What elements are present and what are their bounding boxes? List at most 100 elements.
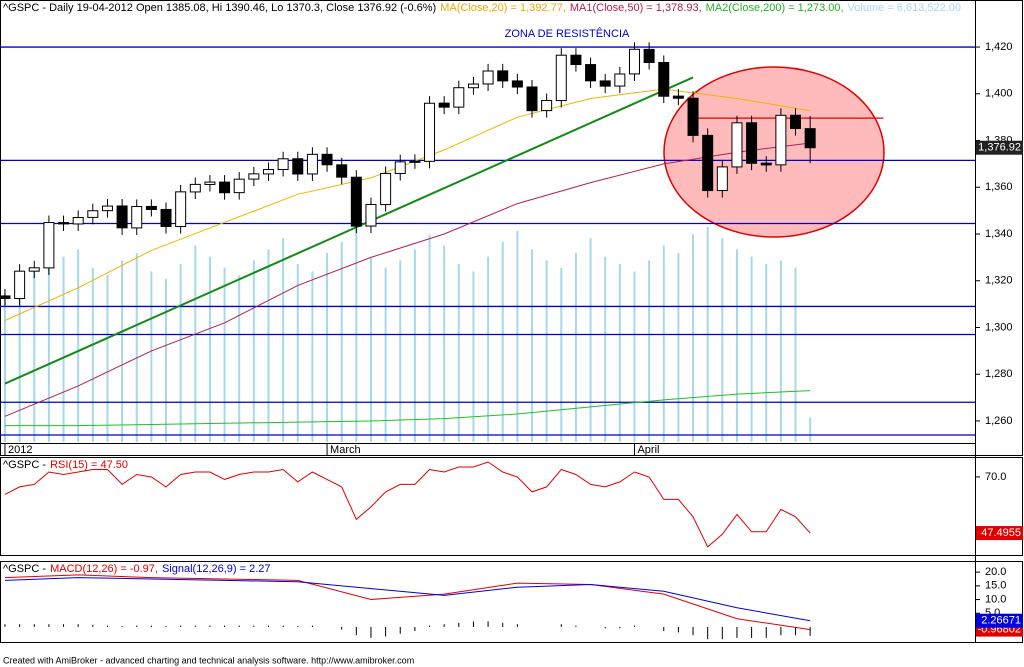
candle-body — [292, 158, 304, 175]
pane-header: ^GSPC - MACD(12,26) = -0.97, Signal(12,26,… — [3, 563, 271, 575]
series-line — [4, 461, 811, 548]
candle-body — [131, 205, 143, 229]
candle-body — [731, 122, 743, 168]
candle-body — [58, 222, 70, 225]
candle-body — [643, 48, 655, 64]
candle-body — [72, 217, 84, 225]
series-line — [4, 76, 694, 385]
y-tick-label: 1,400 — [985, 88, 1013, 100]
candle-body — [321, 153, 333, 166]
candle-body — [746, 122, 758, 164]
value-label: 47.4955 — [981, 527, 1021, 539]
candle-body — [702, 134, 714, 192]
header-part: MA2(Close,200) = 1,273.00, — [706, 2, 844, 14]
rsi-pane — [0, 457, 1023, 556]
candle-body — [365, 203, 377, 227]
candle-body — [0, 295, 11, 299]
candle-body — [585, 64, 597, 82]
candle-body — [541, 100, 553, 112]
footer: Created with AmiBroker - advanced charti… — [3, 655, 414, 665]
series-line — [4, 577, 811, 622]
candle-body — [87, 210, 99, 218]
candle-body — [409, 160, 421, 163]
header-part: MA(Close,20) = 1,392.77, — [440, 2, 566, 14]
candle-body — [628, 48, 640, 75]
value-label-box — [976, 526, 1023, 541]
candle-body — [43, 222, 55, 269]
candle-body — [526, 86, 538, 112]
candle-body — [775, 114, 787, 166]
candle-body — [233, 178, 245, 194]
candle-body — [101, 205, 113, 212]
candle-body — [716, 166, 728, 192]
candle-body — [467, 83, 479, 89]
candle-body — [350, 176, 362, 227]
series-line — [4, 142, 811, 417]
y-tick-label: 1,340 — [985, 228, 1013, 240]
y-tick-label: 1,300 — [985, 321, 1013, 333]
candle-body — [453, 87, 465, 108]
y-tick-label: 1,360 — [985, 181, 1013, 193]
value-label-box — [976, 613, 1023, 628]
candle-body — [160, 208, 172, 227]
pane-header: ^GSPC - RSI(15) = 47.50 — [3, 459, 128, 471]
candle-body — [262, 169, 274, 175]
candle-body — [482, 70, 494, 85]
candle-body — [248, 173, 260, 180]
macd-pane — [0, 561, 1023, 643]
series-line — [5, 390, 811, 427]
candle-body — [672, 95, 684, 99]
candle-body — [790, 114, 802, 130]
candle-body — [804, 128, 816, 149]
candle-body — [204, 181, 216, 185]
candle-body — [438, 102, 450, 108]
candle-body — [424, 102, 436, 162]
header-part: Signal(12,26,9) = 2.27 — [162, 563, 271, 575]
header-part: ^GSPC - Daily 19-04-2012 Open 1385.08, H… — [3, 2, 436, 14]
candle-body — [380, 172, 392, 206]
candle-body — [760, 162, 772, 166]
y-tick-label: 1,260 — [985, 415, 1013, 427]
header-part: ^GSPC - — [3, 563, 46, 575]
x-tick-label: March — [330, 444, 361, 456]
candle-body — [277, 158, 289, 171]
header-part: MACD(12,26) = -0.97, — [50, 563, 158, 575]
annotation: ZONA DE RESISTÊNCIA — [505, 27, 630, 40]
main-pane — [0, 0, 1023, 456]
candle-body — [687, 97, 699, 136]
candle-body — [614, 73, 626, 87]
candle-body — [116, 205, 128, 229]
header-part: ^GSPC - — [3, 459, 46, 471]
value-label: 2.26671 — [981, 615, 1021, 627]
y-tick-label: 10.0 — [985, 593, 1006, 605]
resistance-ellipse — [663, 66, 885, 238]
y-tick-label: 20.0 — [985, 566, 1006, 578]
close-label: 1,376.92 — [978, 142, 1021, 154]
candle-body — [658, 61, 670, 97]
candle-body — [599, 80, 611, 87]
candle-body — [336, 164, 348, 178]
pane-header: ^GSPC - Daily 19-04-2012 Open 1385.08, H… — [3, 2, 961, 14]
y-tick-label: 1,280 — [985, 368, 1013, 380]
close-label-box — [976, 140, 1023, 155]
candle-body — [145, 205, 157, 210]
candle-body — [189, 183, 201, 193]
candle-body — [511, 80, 523, 88]
candle-body — [306, 153, 318, 175]
series-line — [4, 88, 811, 321]
header-part: Volume = 6,613,522.00 — [848, 2, 961, 14]
y-tick-label: 70.0 — [985, 471, 1006, 483]
candle-body — [14, 270, 26, 300]
series-line — [4, 574, 811, 631]
candle-body — [175, 191, 187, 228]
x-tick-label: April — [637, 444, 659, 456]
candle-body — [394, 161, 406, 174]
y-tick-label: 1,320 — [985, 275, 1013, 287]
y-tick-label: 15.0 — [985, 580, 1006, 592]
candle-body — [28, 267, 40, 272]
candle-body — [555, 54, 567, 102]
header-part: RSI(15) = 47.50 — [50, 459, 128, 471]
candle-body — [219, 181, 231, 194]
x-tick-label: 2012 — [8, 444, 32, 456]
